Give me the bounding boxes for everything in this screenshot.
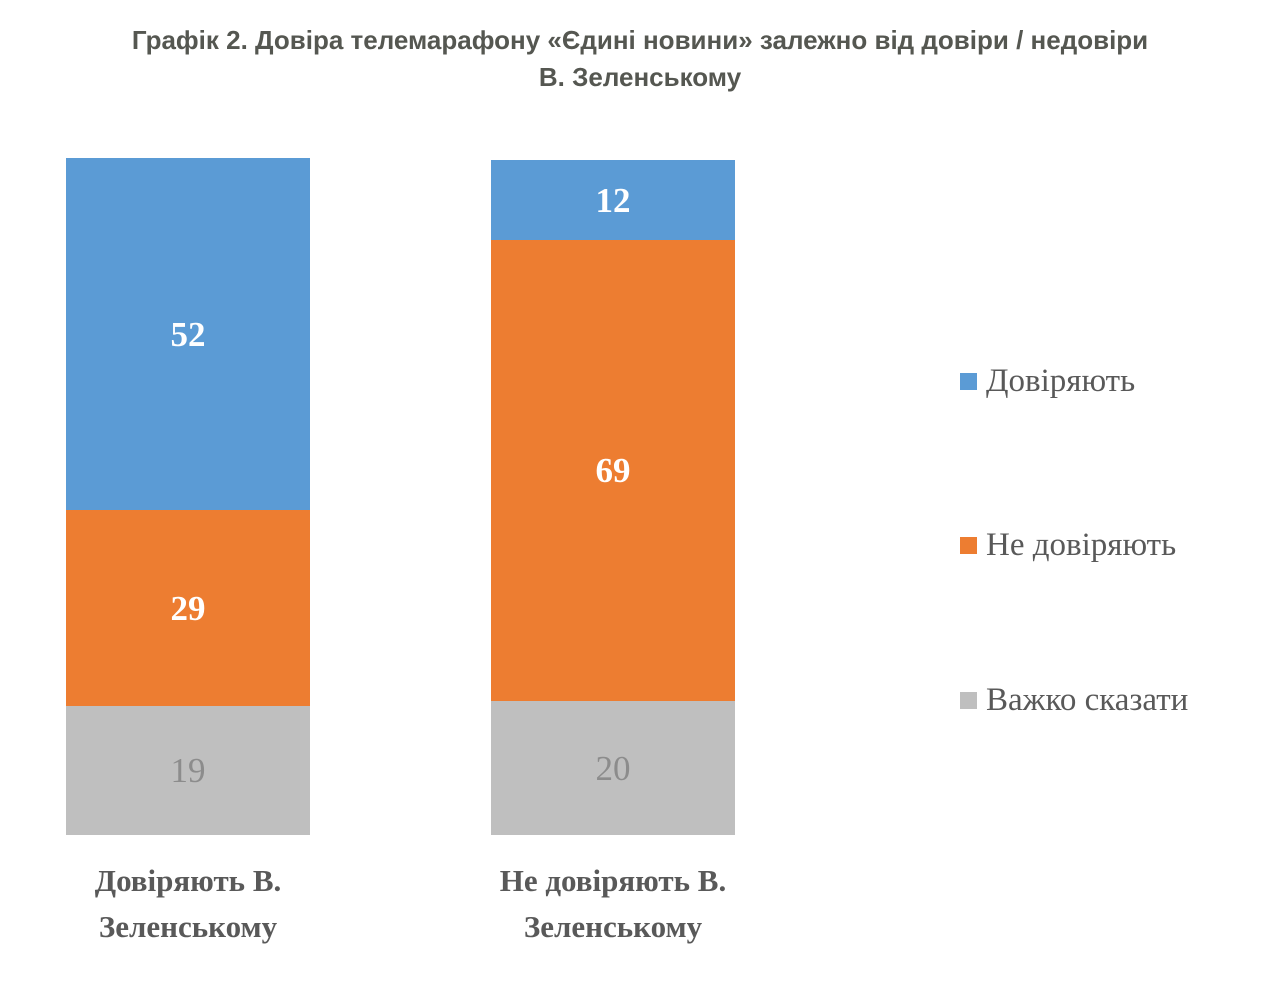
legend-label: Не довіряють [986, 526, 1177, 563]
category-label: Довіряють В. Зеленському [94, 863, 282, 944]
chart-title-line-2: В. Зеленському [538, 62, 742, 92]
data-label: 69 [595, 451, 631, 491]
legend-label: Важко сказати [986, 681, 1189, 718]
bar-segment: 69 [491, 240, 735, 702]
bar-segment: 29 [66, 510, 310, 707]
data-label: 19 [170, 751, 206, 791]
category-label: Не довіряють В. Зеленському [499, 863, 727, 944]
legend-color-swatch [960, 372, 977, 390]
legend-color-swatch [960, 691, 977, 709]
bar-segment: 52 [66, 158, 310, 511]
data-label: 12 [595, 180, 631, 220]
legend-color-swatch [960, 536, 977, 554]
data-label: 29 [170, 588, 206, 628]
legend-label: Довіряють [986, 362, 1136, 399]
legend-item: Не довіряють [960, 525, 1176, 565]
bar-segment: 20 [491, 701, 735, 835]
data-label: 52 [170, 314, 206, 354]
bar-column-2: 12 69 20 [491, 160, 735, 835]
data-label: 20 [595, 748, 631, 788]
legend-item: Важко сказати [960, 680, 1188, 720]
legend-item: Довіряють [960, 361, 1135, 401]
bar-segment: 19 [66, 706, 310, 835]
chart-title: Графік 2. Довіра телемарафону «Єдині нов… [30, 22, 1250, 96]
bar-column-1: 52 29 19 [66, 158, 310, 835]
bar-segment: 12 [491, 160, 735, 241]
chart-title-line-1: Графік 2. Довіра телемарафону «Єдині нов… [131, 25, 1149, 55]
